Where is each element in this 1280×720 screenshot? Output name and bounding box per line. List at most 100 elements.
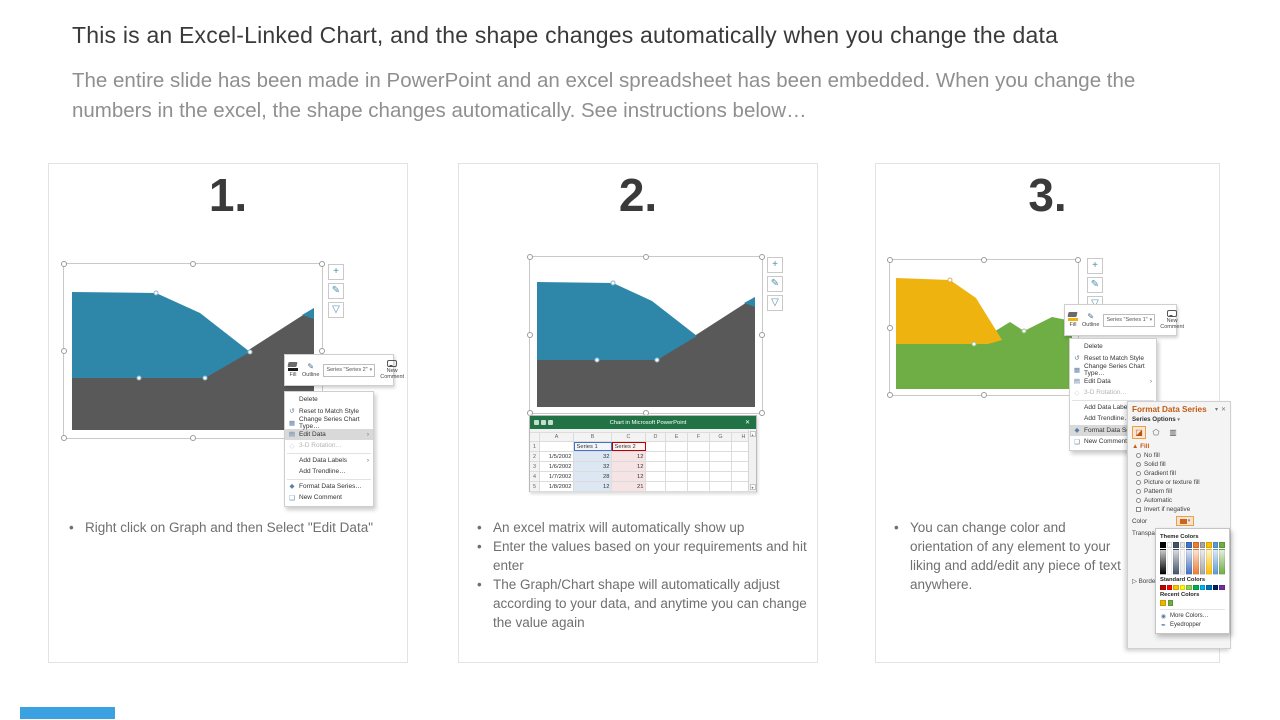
- new-comment-button[interactable]: New Comment: [1159, 310, 1185, 330]
- selection-handle[interactable]: [887, 257, 893, 263]
- add-chart-element-button[interactable]: +: [328, 264, 344, 280]
- series-options-tab-icon[interactable]: ▥: [1169, 428, 1177, 437]
- color-swatch[interactable]: [1186, 584, 1192, 591]
- selection-handle[interactable]: [981, 257, 987, 263]
- add-chart-element-button[interactable]: +: [767, 257, 783, 273]
- new-comment-button[interactable]: New Comment: [379, 360, 405, 380]
- chart-style-button[interactable]: ✎: [328, 283, 344, 299]
- menu-item-edit-data[interactable]: ▤ Edit Data ›: [1073, 377, 1152, 386]
- more-colors-item[interactable]: ◉ More Colors…: [1160, 613, 1209, 620]
- option-gradient-fill[interactable]: Gradient fill: [1128, 469, 1230, 478]
- color-swatch[interactable]: [1199, 584, 1206, 591]
- color-tint-column[interactable]: [1160, 548, 1166, 575]
- column-header[interactable]: C: [612, 433, 646, 441]
- excel-title-bar[interactable]: Chart in Microsoft PowerPoint ✕: [530, 416, 756, 429]
- undo-icon[interactable]: [541, 420, 546, 425]
- color-swatch[interactable]: [1179, 584, 1186, 591]
- color-tint-column[interactable]: [1192, 548, 1199, 575]
- option-no-fill[interactable]: No fill: [1128, 451, 1230, 460]
- cell[interactable]: [666, 462, 688, 471]
- series-selector-dropdown[interactable]: Series "Series 1" ▾: [1103, 313, 1156, 327]
- cell[interactable]: Series 2: [612, 442, 646, 451]
- color-swatch[interactable]: [1206, 584, 1212, 591]
- color-swatch[interactable]: [1192, 584, 1199, 591]
- color-swatch[interactable]: [1219, 584, 1225, 591]
- color-picker-button[interactable]: ▾: [1176, 516, 1194, 526]
- color-swatch[interactable]: [1192, 542, 1199, 548]
- select-all-corner[interactable]: [530, 433, 540, 441]
- border-section-header[interactable]: ▷ Border: [1132, 578, 1158, 585]
- cell[interactable]: [710, 472, 732, 481]
- option-automatic[interactable]: Automatic: [1128, 496, 1230, 505]
- menu-item-change-chart-type[interactable]: ▦ Change Series Chart Type…: [1073, 362, 1145, 377]
- color-swatch[interactable]: [1166, 584, 1173, 591]
- effects-tab-icon[interactable]: ⬠: [1152, 428, 1160, 437]
- color-tint-column[interactable]: [1186, 548, 1192, 575]
- outline-button[interactable]: ✎ Outline: [302, 361, 320, 378]
- chevron-down-icon[interactable]: ▾: [1214, 407, 1218, 413]
- cell[interactable]: 32: [574, 462, 612, 471]
- color-tint-column[interactable]: [1199, 548, 1206, 575]
- cell[interactable]: [646, 452, 666, 461]
- fill-line-tab-icon[interactable]: ◪: [1132, 426, 1146, 439]
- cell[interactable]: [710, 482, 732, 491]
- color-swatch[interactable]: [1173, 542, 1179, 548]
- cell[interactable]: [646, 442, 666, 451]
- cell[interactable]: [666, 452, 688, 461]
- chart-object-step2[interactable]: [527, 254, 765, 416]
- cell[interactable]: [710, 452, 732, 461]
- fill-section-header[interactable]: ▲ Fill: [1132, 443, 1150, 450]
- menu-item-delete[interactable]: Delete: [299, 396, 318, 404]
- color-swatch[interactable]: [1206, 542, 1212, 548]
- column-header[interactable]: F: [688, 433, 710, 441]
- cell[interactable]: [646, 462, 666, 471]
- close-icon[interactable]: ✕: [744, 420, 750, 426]
- fill-button[interactable]: Fill: [287, 362, 298, 378]
- selection-handle[interactable]: [527, 332, 533, 338]
- menu-item-reset-style[interactable]: ↺ Reset to Match Style: [1074, 354, 1144, 363]
- menu-item-new-comment[interactable]: ❑ New Comment: [1074, 438, 1127, 446]
- cell[interactable]: [688, 452, 710, 461]
- selection-handle[interactable]: [759, 332, 765, 338]
- chart-style-button[interactable]: ✎: [767, 276, 783, 292]
- selection-handle[interactable]: [759, 410, 765, 416]
- cell[interactable]: 21: [612, 482, 646, 491]
- color-swatch[interactable]: [1167, 600, 1174, 606]
- menu-item-format-data-series[interactable]: ◆ Format Data Series…: [289, 482, 362, 491]
- selection-handle[interactable]: [887, 392, 893, 398]
- series-options-label[interactable]: Series Options ▾: [1132, 416, 1180, 423]
- color-tint-column[interactable]: [1166, 548, 1173, 575]
- outline-button[interactable]: ✎ Outline: [1082, 311, 1100, 328]
- selection-handle[interactable]: [759, 254, 765, 260]
- color-swatch[interactable]: [1166, 542, 1173, 548]
- selection-handle[interactable]: [190, 261, 196, 267]
- option-pattern-fill[interactable]: Pattern fill: [1128, 487, 1230, 496]
- cell[interactable]: [688, 462, 710, 471]
- color-tint-column[interactable]: [1212, 548, 1219, 575]
- scroll-up-icon[interactable]: ▴: [749, 431, 756, 437]
- option-solid-fill[interactable]: Solid fill: [1128, 460, 1230, 469]
- cell[interactable]: 12: [574, 482, 612, 491]
- column-header[interactable]: D: [646, 433, 666, 441]
- color-swatch[interactable]: [1219, 542, 1225, 548]
- add-chart-element-button[interactable]: +: [1087, 258, 1103, 274]
- series-selector-dropdown[interactable]: Series "Series 2" ▾: [323, 363, 376, 377]
- cell[interactable]: 1/7/2002: [540, 472, 574, 481]
- color-tint-column[interactable]: [1173, 548, 1179, 575]
- chart-style-button[interactable]: ✎: [1087, 277, 1103, 293]
- chart-object-step1[interactable]: [61, 261, 325, 441]
- selection-handle[interactable]: [61, 261, 67, 267]
- chart-filter-button[interactable]: ▽: [328, 302, 344, 318]
- selection-handle[interactable]: [190, 435, 196, 441]
- color-swatch[interactable]: [1199, 542, 1206, 548]
- option-invert-negative[interactable]: Invert if negative: [1128, 505, 1230, 514]
- chart-object-step3[interactable]: [887, 257, 1081, 398]
- selection-handle[interactable]: [61, 435, 67, 441]
- cell[interactable]: [688, 472, 710, 481]
- cell[interactable]: [688, 482, 710, 491]
- cell[interactable]: 1/8/2002: [540, 482, 574, 491]
- cell[interactable]: Series 1: [574, 442, 612, 451]
- color-swatch[interactable]: [1212, 542, 1219, 548]
- color-swatch[interactable]: [1179, 542, 1186, 548]
- column-header[interactable]: B: [574, 433, 612, 441]
